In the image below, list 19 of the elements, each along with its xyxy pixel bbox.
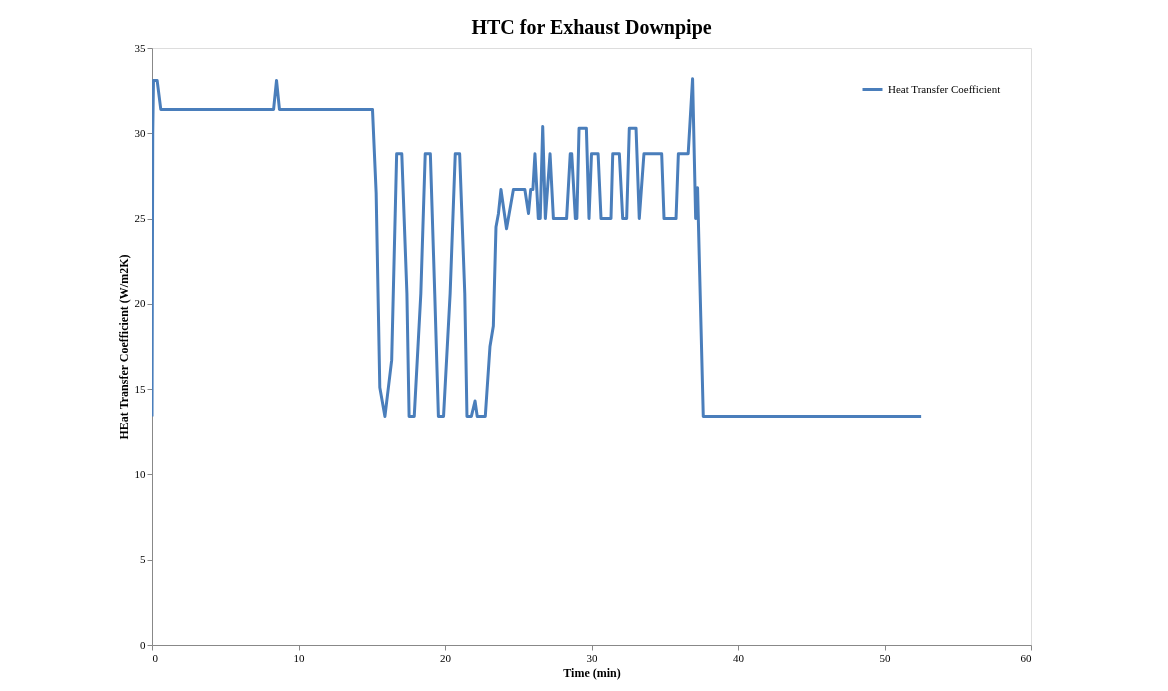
- x-tick-label: 0: [152, 651, 159, 664]
- y-tick-label: 15: [134, 382, 146, 395]
- x-tick-label: 40: [733, 651, 745, 664]
- y-tick-label: 25: [134, 212, 146, 225]
- y-axis-title: HEat Transfer Coefficient (W/m2K): [116, 254, 131, 440]
- x-tick-label: 50: [879, 651, 891, 664]
- x-tick-label: 60: [1020, 651, 1032, 664]
- y-tick-label: 10: [134, 467, 146, 480]
- y-tick-label: 30: [134, 126, 146, 139]
- x-tick-label: 10: [293, 651, 305, 664]
- legend-label: Heat Transfer Coefficient: [888, 82, 1001, 95]
- y-tick-label: 5: [140, 553, 146, 566]
- x-tick-label: 20: [440, 651, 452, 664]
- y-tick-label: 35: [134, 41, 146, 54]
- x-axis-title: Time (min): [563, 665, 621, 680]
- chart-title: HTC for Exhaust Downpipe: [471, 16, 712, 39]
- y-tick-label: 0: [140, 638, 146, 651]
- y-tick-label: 20: [134, 297, 146, 310]
- x-tick-label: 30: [586, 651, 598, 664]
